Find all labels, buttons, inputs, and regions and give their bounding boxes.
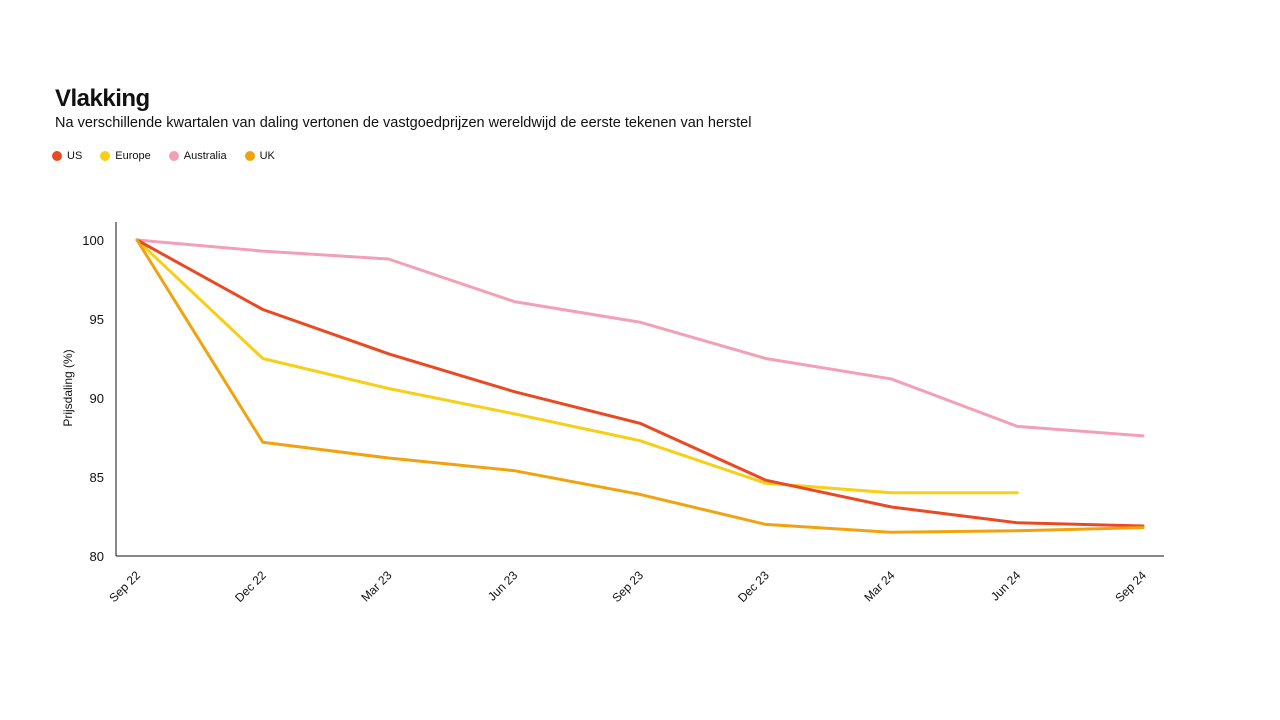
y-tick-label-80: 80 <box>90 549 104 564</box>
y-tick-label-100: 100 <box>82 233 104 248</box>
x-tick-label-dec-22: Dec 22 <box>232 568 269 605</box>
x-tick-labels: Sep 22 Dec 22 Mar 23 Jun 23 Sep 23 Dec 23 Mar … <box>106 568 1149 605</box>
series-lines <box>135 238 1145 534</box>
x-tick-label-dec-23: Dec 23 <box>735 568 772 605</box>
y-tick-label-85: 85 <box>90 470 104 485</box>
legend-item-us: US <box>52 150 82 162</box>
x-tick-label-sep-23: Sep 23 <box>609 568 646 605</box>
x-tick-label-sep-24: Sep 24 <box>1112 568 1149 605</box>
legend-swatch-europe <box>100 151 111 161</box>
series-line-australia <box>135 238 1145 438</box>
x-tick-label-mar-24: Mar 24 <box>861 568 898 605</box>
legend-swatch-australia <box>168 151 179 161</box>
y-tick-labels: 80 85 90 95 100 <box>82 233 104 564</box>
chart-axes <box>115 222 1164 557</box>
legend-label-europe: Europe <box>115 150 151 162</box>
legend-item-europe: Europe <box>100 150 151 162</box>
x-tick-label-mar-23: Mar 23 <box>358 568 395 605</box>
y-axis-label: Prijsdaling (%) <box>61 349 75 426</box>
x-tick-label-jun-23: Jun 23 <box>485 568 521 604</box>
legend-label-us: US <box>67 150 83 162</box>
x-tick-label-jun-24: Jun 24 <box>988 568 1024 604</box>
series-line-us <box>135 238 1145 528</box>
y-tick-label-95: 95 <box>90 312 104 327</box>
legend-item-uk: UK <box>244 150 275 162</box>
chart-title: Vlakking <box>55 85 150 112</box>
legend-swatch-uk <box>244 151 255 161</box>
series-line-uk <box>135 238 1145 534</box>
legend-item-australia: Australia <box>168 150 227 162</box>
legend-swatch-us <box>52 151 62 161</box>
y-tick-label-90: 90 <box>90 391 104 406</box>
x-tick-label-sep-22: Sep 22 <box>106 568 143 605</box>
legend-label-australia: Australia <box>183 150 227 162</box>
legend-label-uk: UK <box>259 150 275 162</box>
chart-subtitle: Na verschillende kwartalen van daling ve… <box>55 115 752 131</box>
series-line-europe <box>135 238 1019 495</box>
legend: US Europe Australia UK <box>52 150 293 162</box>
